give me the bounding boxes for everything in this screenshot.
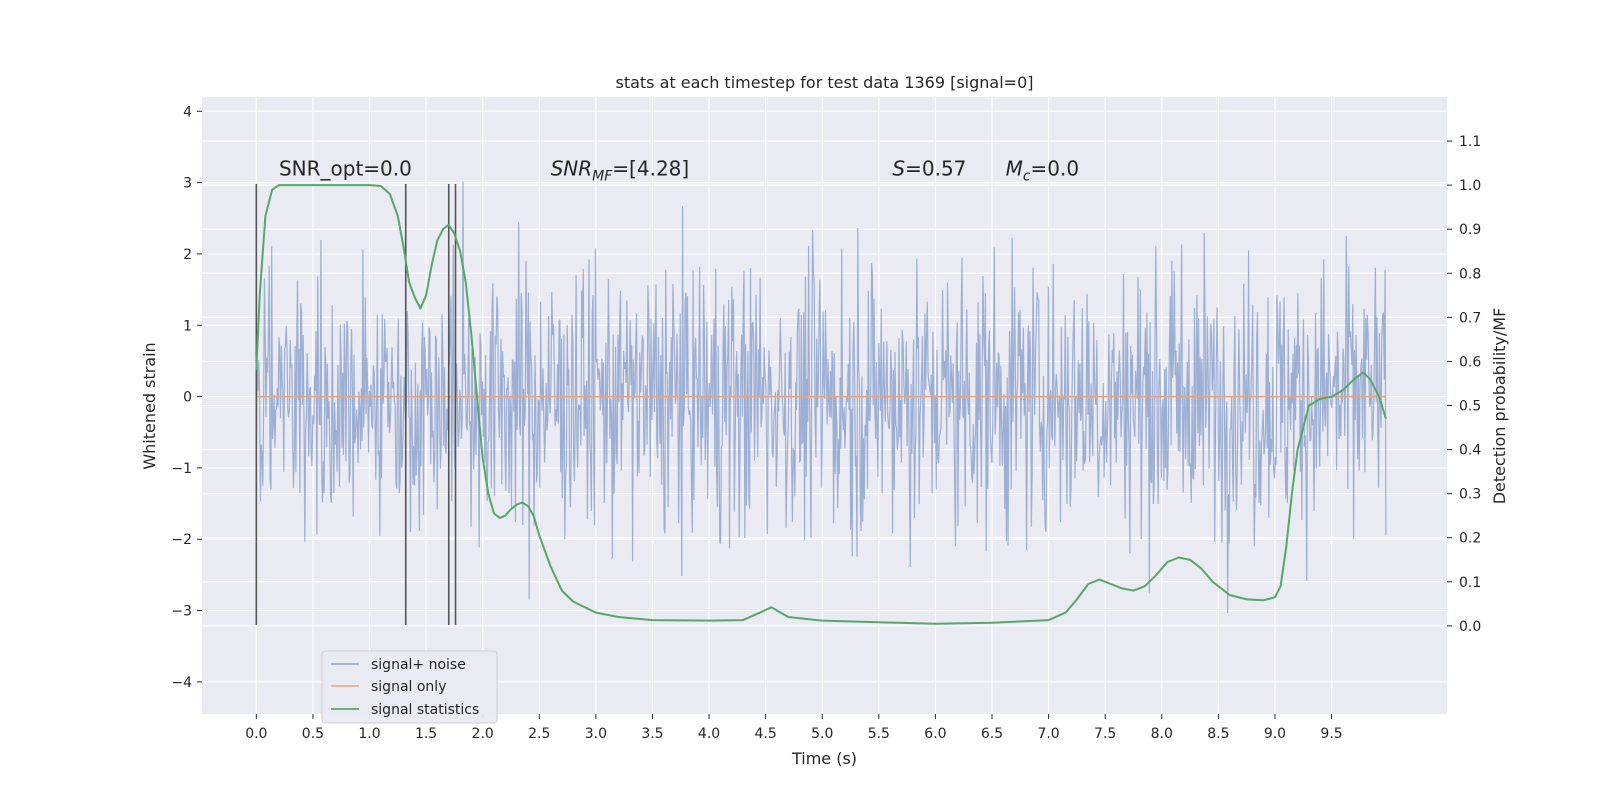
x-tick-label-13: 6.5	[981, 726, 1003, 742]
yr-tick-label-1: 0.1	[1459, 575, 1481, 591]
x-tick-label-1: 0.5	[302, 726, 324, 742]
yl-tick-label-5: 1	[183, 318, 192, 334]
yl-tick-label-8: 4	[183, 104, 192, 120]
series-signal-statistics	[255, 184, 1387, 625]
yl-tick-label-3: −1	[171, 461, 192, 477]
x-tick-label-12: 6.0	[924, 726, 946, 742]
yr-tick-label-7: 0.7	[1459, 310, 1481, 326]
yl-tick-label-0: −4	[171, 675, 192, 691]
x-tick-label-11: 5.5	[868, 726, 890, 742]
left-y-axis-label: Whitened strain	[140, 342, 159, 469]
x-tick-label-5: 2.5	[528, 726, 550, 742]
right-y-axis-label: Detection probability/MF	[1490, 308, 1509, 505]
yr-tick-label-3: 0.3	[1459, 487, 1481, 503]
yr-tick-label-11: 1.1	[1459, 134, 1481, 150]
x-tick-label-2: 1.0	[358, 726, 380, 742]
legend: signal+ noise signal only signal statist…	[321, 650, 498, 724]
annotations: SNR_opt=0.0 SNRMF=[4.28] S=0.57 Mc=0.0	[279, 156, 1079, 184]
yr-tick-label-6: 0.6	[1459, 354, 1481, 370]
annotation-1: SNRMF=[4.28]	[551, 156, 690, 184]
yr-tick-label-9: 0.9	[1459, 222, 1481, 238]
x-tick-label-16: 8.0	[1151, 726, 1173, 742]
legend-label-signal-only: signal only	[371, 679, 446, 695]
right-axis-ticks: 0.0 0.1 0.2 0.3 0.4 0.5 0.6 0.7 0.8 0.9 1.0 1.1	[1447, 134, 1481, 635]
legend-box	[321, 650, 498, 724]
line-signal-statistics	[255, 184, 1387, 625]
x-tick-label-6: 3.0	[585, 726, 607, 742]
yr-tick-label-4: 0.4	[1459, 443, 1481, 459]
x-tick-label-3: 1.5	[415, 726, 437, 742]
x-tick-label-15: 7.5	[1094, 726, 1116, 742]
x-tick-label-14: 7.0	[1037, 726, 1059, 742]
x-axis-ticks: 0.0 0.5 1.0 1.5 2.0 2.5 3.0 3.5 4.0 4.5 5.0 5.5 6.0 6…	[245, 714, 1343, 742]
x-tick-label-4: 2.0	[472, 726, 494, 742]
yr-tick-label-10: 1.0	[1459, 178, 1481, 194]
line-signal-noise	[255, 181, 1387, 614]
legend-label-signal-statistics: signal statistics	[371, 702, 479, 718]
yl-tick-label-6: 2	[183, 247, 192, 263]
annotation-0: SNR_opt=0.0	[279, 156, 412, 180]
x-tick-label-18: 9.0	[1264, 726, 1286, 742]
yl-tick-label-7: 3	[183, 176, 192, 192]
left-axis-ticks: −4 −3 −2 −1 0 1 2 3 4	[171, 104, 202, 691]
chart-title: stats at each timestep for test data 136…	[615, 73, 1033, 92]
x-tick-label-10: 5.0	[811, 726, 833, 742]
annotation-2: S=0.57	[892, 156, 966, 180]
x-tick-label-19: 9.5	[1320, 726, 1342, 742]
annotation-3: Mc=0.0	[1006, 156, 1080, 184]
x-tick-label-17: 8.5	[1207, 726, 1229, 742]
x-tick-label-0: 0.0	[245, 726, 267, 742]
x-axis-label: Time (s)	[791, 749, 857, 768]
yl-tick-label-1: −3	[171, 604, 192, 620]
yl-tick-label-4: 0	[183, 390, 192, 406]
yr-tick-label-2: 0.2	[1459, 531, 1481, 547]
x-tick-label-9: 4.5	[755, 726, 777, 742]
yr-tick-label-5: 0.5	[1459, 399, 1481, 415]
yr-tick-label-8: 0.8	[1459, 266, 1481, 282]
x-tick-label-8: 4.0	[698, 726, 720, 742]
yl-tick-label-2: −2	[171, 532, 192, 548]
series-signal-noise	[255, 181, 1387, 614]
x-tick-label-7: 3.5	[641, 726, 663, 742]
legend-label-signal-noise: signal+ noise	[371, 657, 466, 673]
yr-tick-label-0: 0.0	[1459, 619, 1481, 635]
